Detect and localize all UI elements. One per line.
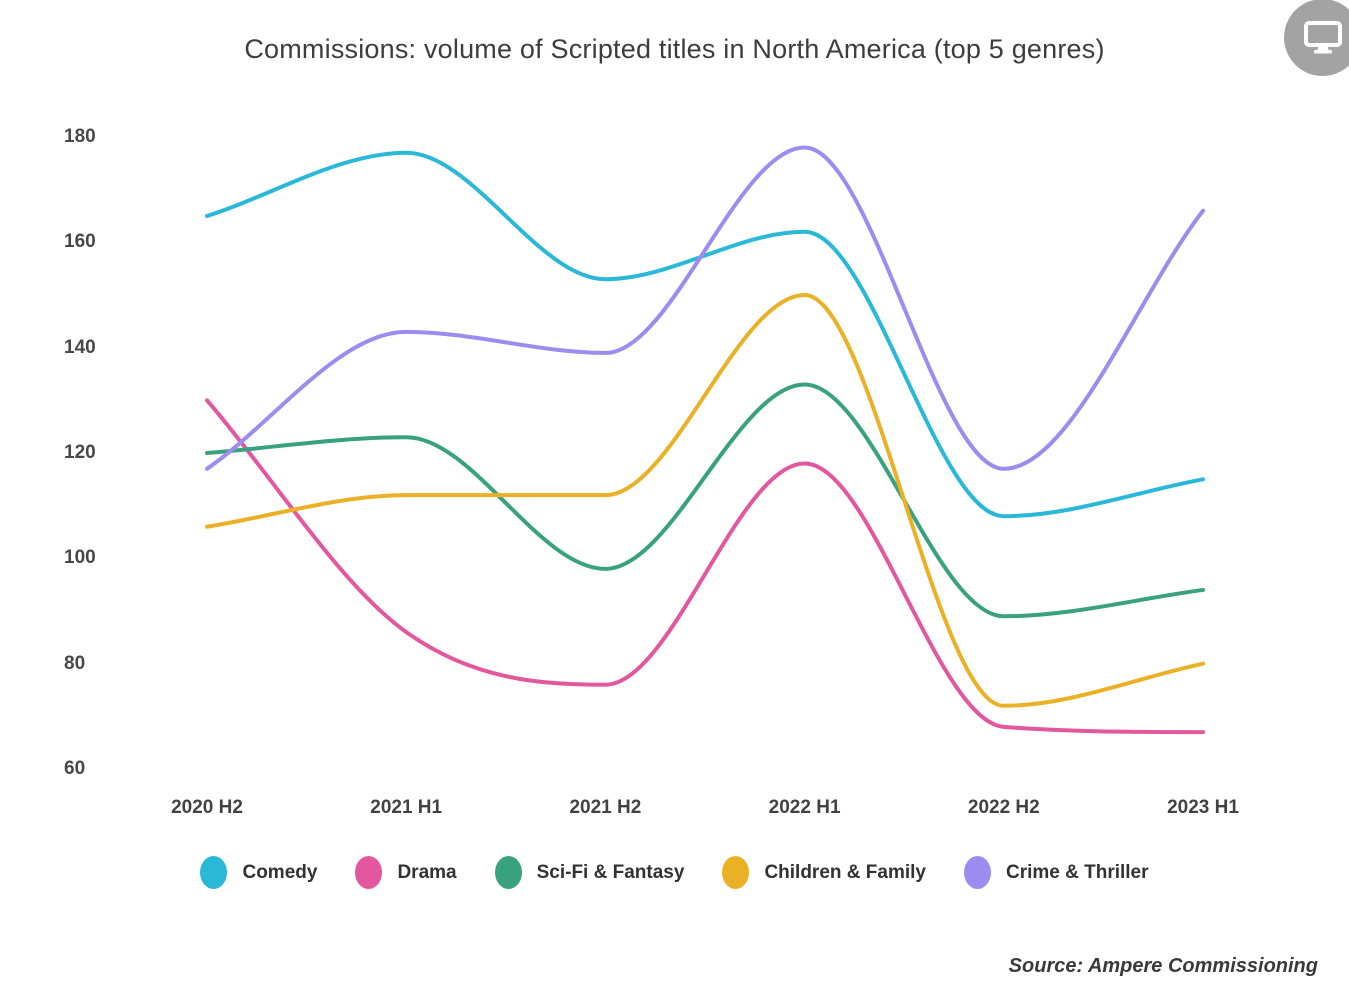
source-note: Source: Ampere Commissioning [1008, 955, 1318, 977]
legend-item-sci-fi-fantasy[interactable]: Sci-Fi & Fantasy [494, 856, 685, 889]
legend-label-crime-thriller: Crime & Thriller [1005, 861, 1149, 883]
x-axis-label-2023-h1: 2023 H1 [1167, 797, 1239, 818]
y-axis-label-180: 180 [64, 126, 96, 147]
series-line-crime-thriller [205, 145, 1205, 471]
legend-item-children-family[interactable]: Children & Family [722, 856, 926, 889]
series-line-comedy [205, 150, 1205, 519]
y-axis-label-120: 120 [64, 442, 96, 463]
legend-label-children-family: Children & Family [764, 861, 926, 883]
legend-item-drama[interactable]: Drama [355, 856, 457, 889]
monitor-icon [1303, 20, 1342, 53]
x-axis-label-2020-h2: 2020 H2 [171, 797, 243, 818]
x-axis-label-2021-h2: 2021 H2 [569, 797, 642, 818]
x-axis-label-2021-h1: 2021 H1 [370, 797, 443, 818]
series-line-drama [205, 398, 1205, 735]
page-title: Commissions: volume of Scripted titles i… [244, 34, 1105, 64]
legend-label-comedy: Comedy [242, 861, 318, 883]
series-line-sci-fi-fantasy [205, 382, 1205, 619]
legend-marker-comedy [200, 856, 228, 889]
legend-item-crime-thriller[interactable]: Crime & Thriller [963, 856, 1149, 889]
y-axis-label-60: 60 [64, 758, 86, 779]
legend-item-comedy[interactable]: Comedy [200, 856, 317, 889]
y-axis-label-100: 100 [64, 547, 96, 569]
series-line-children-family [205, 293, 1205, 708]
legend-label-drama: Drama [397, 861, 457, 883]
legend-marker-crime-thriller [963, 856, 991, 889]
monitor-button[interactable] [1284, 0, 1349, 76]
legend-label-sci-fi-fantasy: Sci-Fi & Fantasy [536, 861, 685, 883]
y-axis-label-80: 80 [64, 652, 86, 674]
chart-legend: Comedy Drama Sci-Fi & Fantasy Children & Fa… [0, 856, 1349, 889]
legend-marker-drama [355, 856, 383, 889]
x-axis-label-2022-h1: 2022 H1 [768, 797, 841, 818]
y-axis-label-160: 160 [64, 231, 96, 253]
legend-marker-children-family [722, 856, 750, 889]
x-axis-label-2022-h2: 2022 H2 [967, 797, 1040, 818]
y-axis-label-140: 140 [64, 336, 96, 358]
legend-marker-sci-fi-fantasy [494, 856, 522, 889]
